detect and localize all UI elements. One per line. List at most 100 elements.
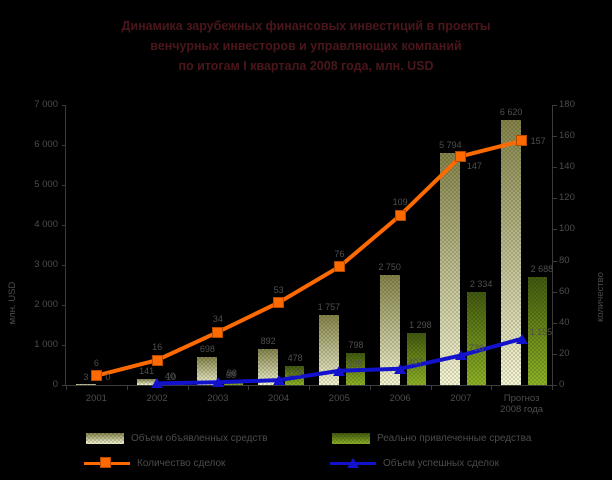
right-axis-tick [553,291,557,293]
bar-real [163,384,183,385]
deal-count-label: 53 [273,284,284,295]
chart-title-line-1: Динамика зарубежных финансовых инвестици… [121,19,491,33]
bar-real [224,381,244,385]
bar-announced-label: 2 750 [378,262,401,272]
blue-line-swatch [330,455,376,471]
x-axis-label: 2006 [389,393,411,404]
successful-deals-label: 68 [225,370,236,381]
right-axis-tick [553,353,557,355]
successful-deals-label: 738 [468,343,484,354]
orange-square-marker-icon [455,150,467,162]
bar-real-label: 478 [287,352,303,363]
right-axis-tick-label: 180 [559,99,575,110]
left-axis-tick [62,145,66,146]
x-axis-label: 2001 [85,393,107,404]
blue-triangle-marker-icon [151,378,164,389]
orange-square-marker-icon [394,209,406,221]
left-axis-tick-label: 5 000 [34,179,58,190]
right-axis-tick-label: 0 [559,379,565,390]
deal-count-label: 76 [334,248,345,259]
left-axis-tick-label: 2 000 [34,299,58,310]
right-axis-title: количество [595,272,606,322]
left-axis-tick-label: 7 000 [34,99,58,110]
right-axis-tick-label: 60 [559,285,570,297]
legend-label-successful: Объем успешных сделок [383,457,499,469]
orange-line-swatch [84,455,130,471]
blue-triangle-marker-icon [515,333,528,344]
successful-deals-label: 123 [286,368,302,379]
successful-deals-label: 40 [165,371,176,382]
left-axis-tick [62,345,66,346]
legend-label-real: Реально привлеченные средства [377,432,532,444]
x-axis-tick [187,386,189,390]
green-bar-swatch [332,432,370,444]
x-axis-label: 2002 [146,393,168,404]
blue-triangle-marker-icon [333,365,346,376]
bar-real-label: 2 688 [530,264,554,275]
legend-item-announced: Объем объявленных средств [86,430,267,446]
x-axis-tick [309,386,310,390]
orange-square-marker-icon [516,135,528,147]
right-axis-tick [553,105,557,106]
left-axis-tick-label: 1 000 [34,339,58,350]
bar-real-label: 10 [166,371,177,382]
blue-triangle-marker-icon [211,377,224,388]
bar-real-label: 0 [105,372,111,382]
left-axis-tick [62,105,66,106]
left-axis-tick-label: 0 [52,379,58,390]
right-axis-tick-label: 140 [559,161,575,173]
right-axis-tick [553,229,557,231]
successful-deals-label: 407 [408,356,424,367]
chart-title-line-3: по итогам I квартала 2008 года, млн. USD [178,59,434,73]
legend-label-announced: Объем объявленных средств [131,432,268,444]
right-axis-tick [553,322,557,324]
bar-announced [75,384,96,385]
deal-count-label: 16 [152,342,163,353]
bar-announced-label: 892 [260,336,276,347]
bar-announced-label: 3 [83,371,89,382]
bar-real-label: 798 [348,340,364,351]
bar-announced [501,120,522,385]
khaki-bar-swatch [86,432,124,444]
x-axis-tick [430,386,432,390]
x-axis-tick [248,386,250,390]
left-axis-tick [62,185,66,186]
orange-square-marker-icon [100,457,111,468]
right-axis-tick [553,198,557,200]
x-axis-tick [491,386,493,390]
bar-real [467,291,487,385]
x-axis-tick [66,386,67,390]
blue-triangle-marker-icon [347,458,359,468]
x-axis-tick [552,386,553,390]
blue-triangle-marker-icon [454,350,467,361]
deal-count-label: 157 [530,135,546,146]
x-axis-label: 2007 [450,393,472,404]
x-axis-label: 2004 [268,393,290,404]
successful-deals-label: 1 155 [529,326,553,337]
left-axis-tick-label: 6 000 [34,139,58,150]
legend-item-real: Реально привлеченные средства [332,430,531,446]
left-axis-tick [62,385,66,386]
deal-count-label: 147 [466,161,482,172]
deal-count-label: 6 [93,357,99,368]
legend-label-deal-count: Количество сделок [137,457,226,469]
blue-triangle-marker-icon [394,363,407,374]
right-axis-tick [553,260,557,262]
x-axis-label: Прогноз 2008 года [500,393,544,415]
bar-announced-label: 698 [199,344,215,355]
orange-square-marker-icon [151,354,163,366]
x-axis-label: 2003 [207,393,229,404]
bar-announced-label: 5 794 [439,140,462,151]
right-axis-tick-label: 80 [559,254,570,266]
right-axis-tick-label: 160 [559,130,575,142]
right-axis-tick-label: 100 [559,223,575,235]
right-axis-tick-label: 20 [559,347,570,359]
bar-announced-label: 6 620 [499,107,523,118]
bar-announced [136,379,157,385]
deal-count-label: 34 [212,314,223,325]
x-axis-tick [369,386,371,390]
orange-square-marker-icon [273,297,285,309]
x-axis-label: 2005 [328,393,350,404]
orange-square-marker-icon [90,370,102,382]
